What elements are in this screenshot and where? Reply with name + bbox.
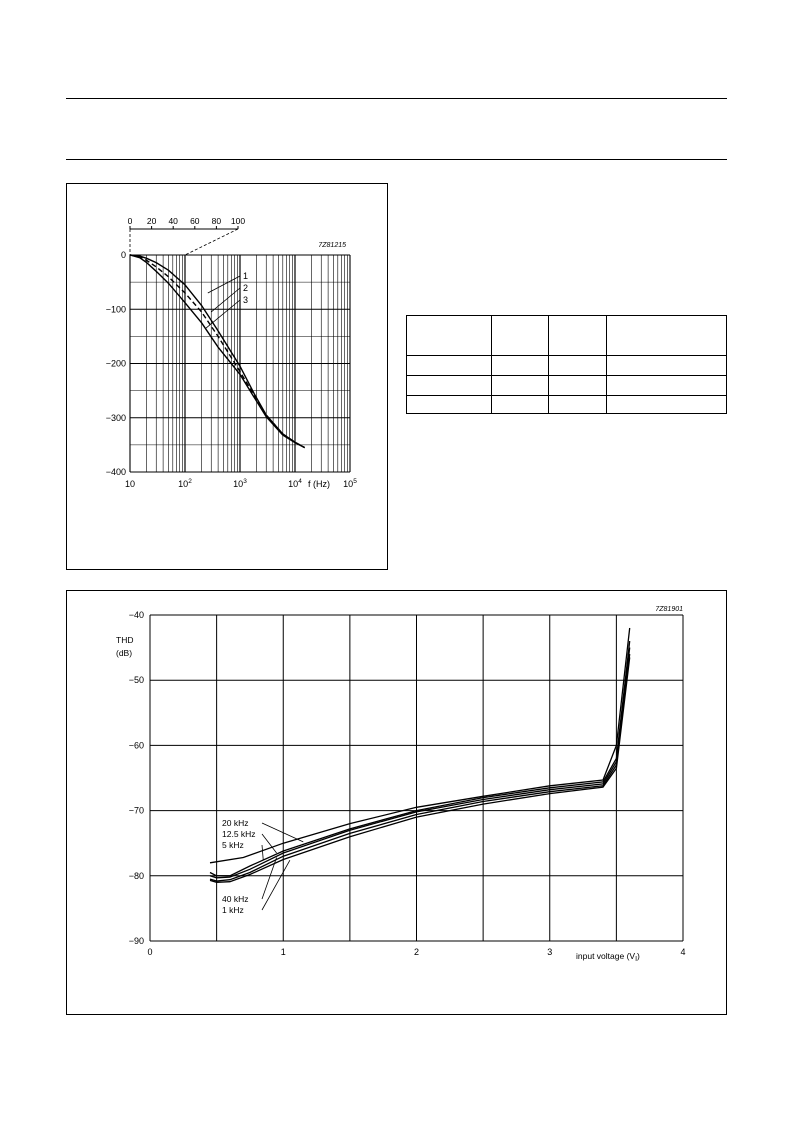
y-tick-label: −80: [129, 871, 144, 881]
series-line: [209, 641, 631, 877]
secondary-tick-label: 20: [147, 216, 157, 226]
table-cell: [491, 315, 549, 356]
secondary-tick-label: 80: [212, 216, 222, 226]
x-tick-label: 10: [125, 479, 135, 489]
table-cell: [406, 315, 492, 356]
y-tick-label: −200: [106, 359, 126, 369]
secondary-tick-label: 40: [168, 216, 178, 226]
y-tick-label: −400: [106, 467, 126, 477]
top-rule: [66, 98, 727, 99]
x-axis-label: input voltage (VI): [576, 951, 640, 963]
y-tick-label: −50: [129, 675, 144, 685]
y-tick-label: −60: [129, 740, 144, 750]
series-line: [209, 647, 631, 879]
series-leader: [261, 833, 277, 854]
series-label: 1 kHz: [222, 905, 244, 915]
y-axis-label: THD: [116, 635, 133, 645]
chart-code: 7Z81901: [655, 606, 683, 613]
x-tick-label: 4: [680, 947, 685, 957]
table-row: [406, 395, 727, 414]
series-leader: [207, 275, 241, 294]
y-tick-label: −300: [106, 413, 126, 423]
chart-1-frame: [66, 183, 388, 570]
series-label: 1: [243, 271, 248, 281]
series-line: [209, 627, 631, 864]
secondary-tick-label: 0: [128, 216, 133, 226]
empty-table: [406, 315, 727, 414]
y-tick-label: −90: [129, 936, 144, 946]
series-leader: [261, 822, 304, 843]
x-tick-label: 105: [343, 478, 357, 489]
secondary-tick-label: 60: [190, 216, 200, 226]
table-cell: [606, 395, 727, 414]
series-label: 5 kHz: [222, 840, 244, 850]
x-tick-label: 103: [233, 478, 247, 489]
series-leader: [205, 299, 241, 329]
series-leader: [210, 287, 241, 313]
chart-2-frame: [66, 590, 727, 1015]
y-tick-label: −40: [129, 610, 144, 620]
secondary-tick-label: 100: [231, 216, 245, 226]
y-axis-label-unit: (dB): [116, 648, 132, 658]
x-axis-label: f (Hz): [308, 479, 330, 489]
table-row: [406, 355, 727, 376]
x-tick-label: 0: [147, 947, 152, 957]
y-tick-label: 0: [121, 250, 126, 260]
x-tick-label: 1: [281, 947, 286, 957]
series-label: 12.5 kHz: [222, 829, 256, 839]
series-label: 40 kHz: [222, 894, 248, 904]
y-tick-label: −100: [106, 304, 126, 314]
series-leader: [261, 844, 264, 861]
series-label: 3: [243, 295, 248, 305]
chart-code: 7Z81215: [318, 242, 346, 249]
x-tick-label: 104: [288, 478, 302, 489]
series-leader: [261, 859, 291, 911]
series-leader: [261, 857, 277, 900]
table-cell: [606, 315, 727, 356]
x-tick-label: 3: [547, 947, 552, 957]
series-line: [209, 654, 631, 882]
series-line-2: [129, 254, 306, 449]
y-tick-label: −70: [129, 806, 144, 816]
series-line: [209, 657, 631, 883]
x-tick-label: 2: [414, 947, 419, 957]
header-rule: [66, 159, 727, 160]
series-label: 2: [243, 283, 248, 293]
table-header-row: [406, 315, 727, 356]
series-label: 20 kHz: [222, 818, 248, 828]
series-line-3: [129, 254, 306, 449]
x-tick-label: 102: [178, 478, 192, 489]
secondary-link-right: [184, 228, 239, 256]
